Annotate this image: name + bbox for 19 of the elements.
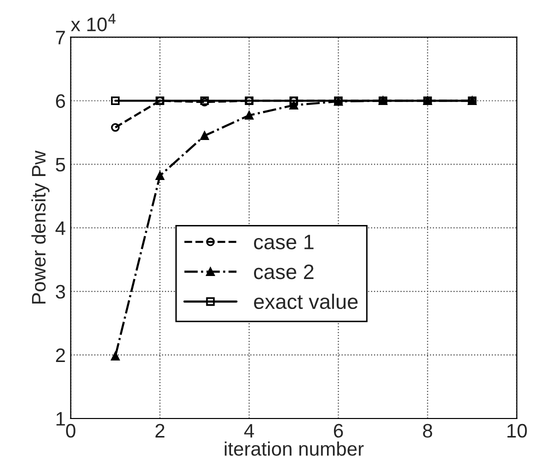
- y-tick-label: 3: [56, 284, 66, 299]
- text: x 10$^{4}$: [70, 14, 116, 32]
- x-axis-title: iteration number: [224, 441, 364, 456]
- x-tick-label: 0: [66, 424, 76, 438]
- y-axis-title: Power density Pw: [31, 150, 50, 304]
- x-tick-label: 6: [334, 424, 343, 438]
- y-tick-label: 1: [56, 412, 65, 426]
- y-tick-label: 2: [56, 348, 65, 362]
- legend-label: case 2: [254, 264, 314, 280]
- x-tick-label: 10: [507, 424, 527, 438]
- x-tick-label: 8: [423, 424, 432, 438]
- y-tick-label: 6: [56, 94, 66, 108]
- y-tick-label: 4: [55, 222, 66, 235]
- legend-label: case 1: [254, 234, 314, 250]
- y-tick-label: 7: [56, 30, 65, 44]
- x-tick-label: 4: [244, 424, 254, 438]
- legend-label: exact value: [254, 294, 358, 310]
- y-tick-label: 5: [56, 158, 66, 172]
- x-tick-label: 2: [156, 424, 164, 438]
